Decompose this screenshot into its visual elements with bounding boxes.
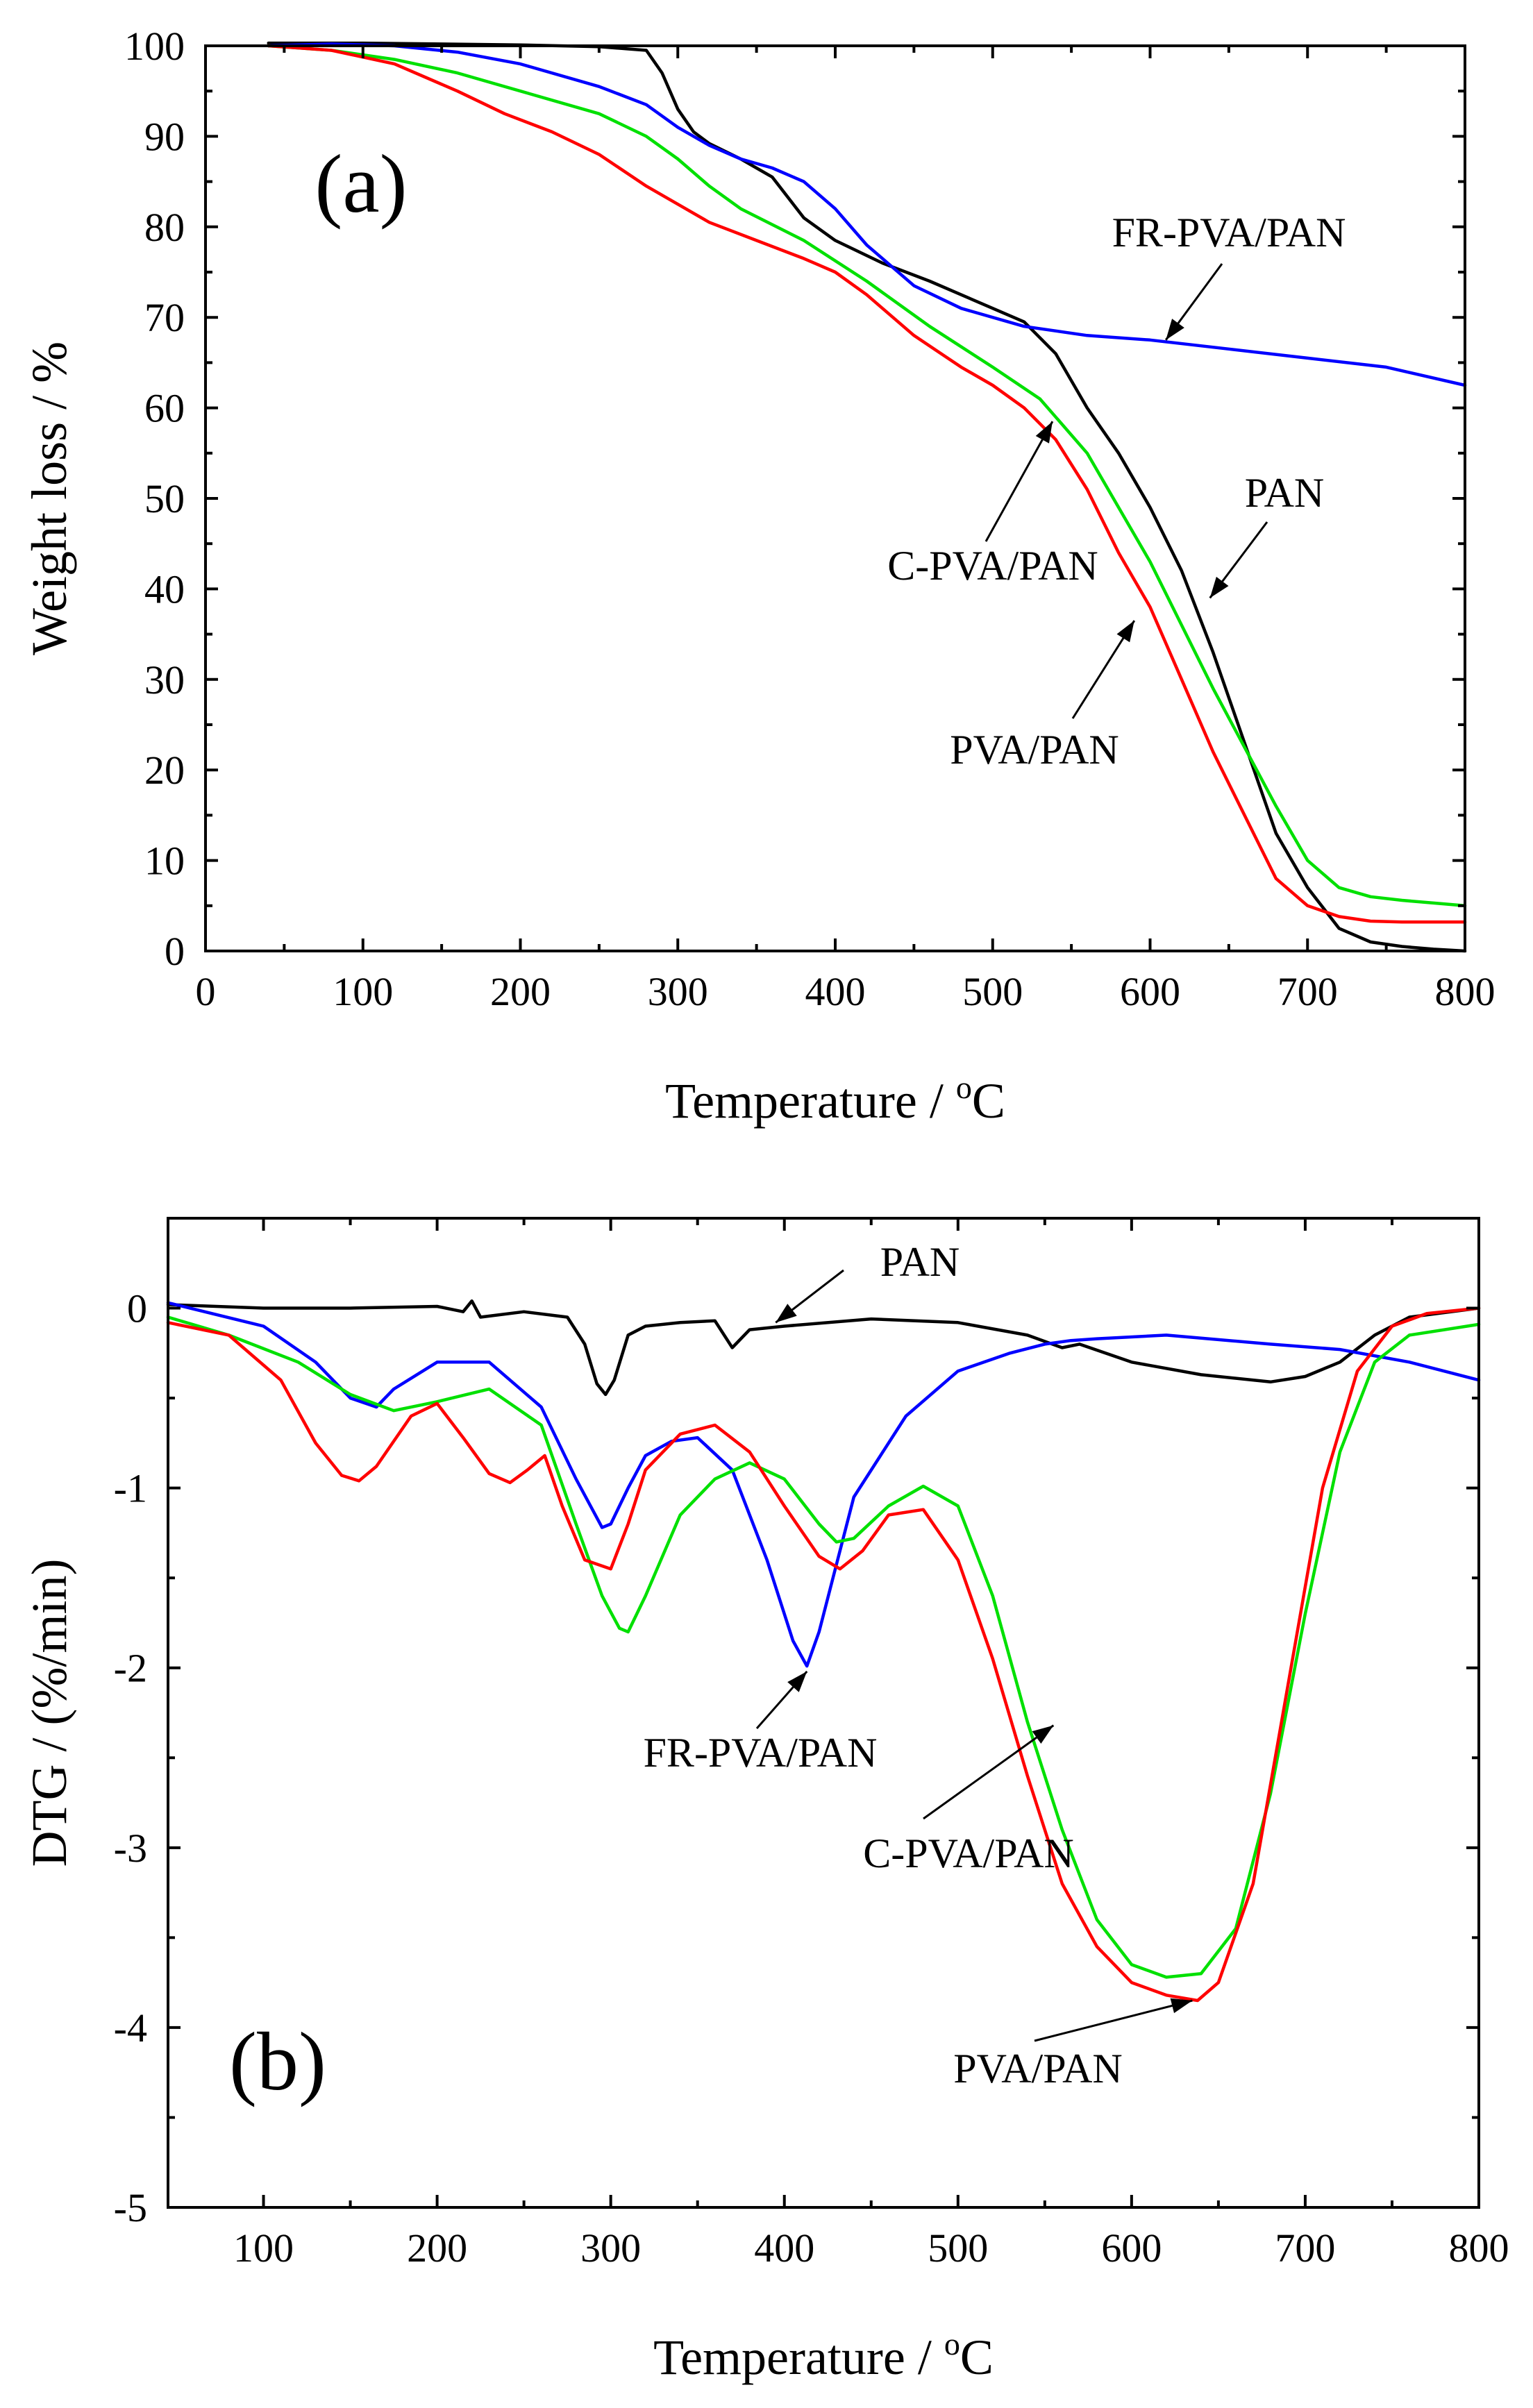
y-tick-label: -1 — [114, 1466, 147, 1511]
y-tick-label: 20 — [144, 748, 185, 793]
y-tick-label: 0 — [127, 1286, 147, 1331]
annotation-label: C-PVA/PAN — [863, 1830, 1074, 1876]
annotation-label: FR-PVA/PAN — [644, 1730, 878, 1776]
y-tick-label: 80 — [144, 205, 185, 250]
x-tick-label: 800 — [1435, 969, 1496, 1014]
x-tick-label: 200 — [407, 2225, 467, 2271]
x-tick-label: 800 — [1449, 2225, 1509, 2271]
y-tick-label: 0 — [165, 929, 185, 974]
series-line-c-pva-pan — [267, 44, 1467, 908]
x-tick-label: 500 — [928, 2225, 988, 2271]
annotation-arrow-line — [985, 421, 1054, 542]
annotation-arrow-head — [776, 1304, 797, 1323]
y-tick-label: 10 — [144, 839, 185, 884]
series-line-fr-pva-pan — [166, 1301, 1481, 1668]
x-tick-label: 400 — [754, 2225, 814, 2271]
y-tick-label: 100 — [124, 24, 185, 69]
annotation-label: C-PVA/PAN — [887, 543, 1098, 589]
series-line-pan — [166, 1299, 1481, 1397]
x-tick-label: 300 — [580, 2225, 641, 2271]
x-tick-label: 600 — [1101, 2225, 1162, 2271]
annotation-arrow-head — [1032, 1725, 1054, 1744]
x-tick-label: 500 — [962, 969, 1023, 1014]
annotation-arrow-line — [923, 1724, 1055, 1820]
annotation-label: FR-PVA/PAN — [1112, 210, 1346, 255]
annotation-arrow-head — [1116, 621, 1134, 643]
x-tick-label: 0 — [196, 969, 216, 1014]
x-tick-label: 700 — [1278, 969, 1338, 1014]
y-axis-title: Weight loss / % — [22, 342, 77, 655]
series-line-fr-pva-pan — [267, 42, 1467, 387]
series-line-pan — [267, 41, 1467, 953]
y-tick-label: 50 — [144, 476, 185, 521]
series-line-pva-pan — [267, 44, 1467, 924]
x-tick-label: 600 — [1120, 969, 1180, 1014]
x-tick-label: 400 — [805, 969, 866, 1014]
series-line-c-pva-pan — [166, 1315, 1481, 1979]
y-tick-label: 90 — [144, 114, 185, 159]
y-tick-label: 60 — [144, 386, 185, 431]
x-tick-label: 100 — [233, 2225, 294, 2271]
chart-panel-a: 0 100 200 300 400 500 600 700 800 0 10 20 30 40 50 60 70… — [22, 24, 1496, 1129]
annotation-arrow-head — [1170, 1998, 1193, 2014]
y-tick-label: 30 — [144, 657, 185, 702]
annotation-arrow-head — [1035, 421, 1053, 444]
x-axis-title: Temperature / oC — [665, 1070, 1005, 1129]
annotation-label: PAN — [880, 1239, 960, 1285]
x-tick-label: 100 — [333, 969, 393, 1014]
y-tick-label: 40 — [144, 566, 185, 612]
annotation-label: PAN — [1245, 470, 1325, 516]
y-tick-label: -3 — [114, 1826, 147, 1871]
panel-label: (a) — [315, 137, 407, 230]
annotation-arrow-head — [1166, 319, 1184, 340]
y-axis-title: DTG / (%/min) — [22, 1559, 77, 1867]
annotation-arrow-head — [787, 1671, 807, 1692]
panel-label: (b) — [229, 2015, 326, 2107]
x-axis-title: Temperature / oC — [653, 2326, 994, 2385]
annotation-arrow-line — [1034, 1999, 1193, 2042]
series-line-pva-pan — [166, 1306, 1481, 2003]
y-tick-label: 70 — [144, 295, 185, 340]
chart-panel-b: 100 200 300 400 500 600 700 800 0 -1 -2 -3 -4 -5 Tempe… — [22, 1217, 1509, 2385]
y-tick-label: -4 — [114, 2005, 147, 2051]
annotation-label: PVA/PAN — [953, 2046, 1123, 2091]
annotation-arrow-head — [1209, 576, 1229, 598]
y-tick-label: -2 — [114, 1646, 147, 1691]
y-tick-label: -5 — [114, 2185, 147, 2230]
x-tick-label: 700 — [1275, 2225, 1335, 2271]
plot-frame — [167, 1217, 1480, 2209]
x-tick-label: 300 — [648, 969, 708, 1014]
x-tick-label: 200 — [490, 969, 551, 1014]
annotation-label: PVA/PAN — [950, 727, 1119, 773]
